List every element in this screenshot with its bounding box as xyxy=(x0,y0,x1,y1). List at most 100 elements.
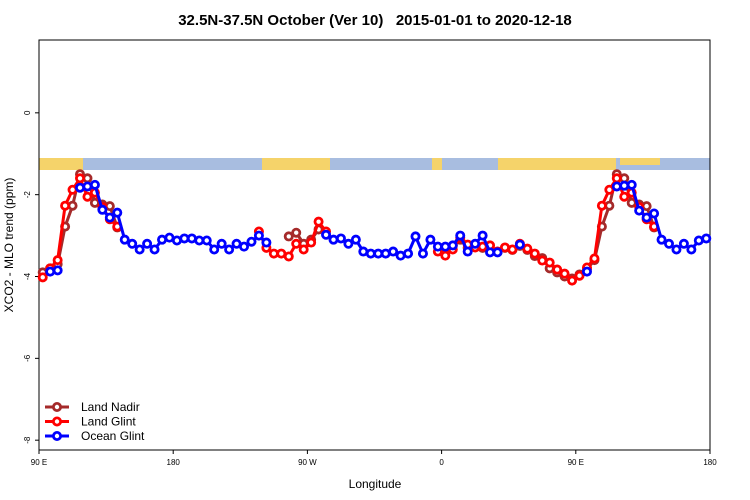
data-point xyxy=(388,246,399,257)
data-point xyxy=(112,207,123,218)
data-point xyxy=(224,244,235,255)
data-point xyxy=(60,200,71,211)
data-point xyxy=(611,181,622,192)
data-point xyxy=(447,240,458,251)
data-point xyxy=(127,238,138,249)
data-point xyxy=(261,237,272,248)
data-point xyxy=(440,241,451,252)
data-point xyxy=(470,238,481,249)
data-point xyxy=(686,244,697,255)
y-tick-label: -2 xyxy=(23,191,32,199)
data-point xyxy=(82,191,93,202)
data-point xyxy=(283,251,294,262)
data-point xyxy=(611,173,622,184)
x-axis-label: Longitude xyxy=(349,477,402,491)
data-point xyxy=(626,179,637,190)
data-point xyxy=(529,248,540,259)
data-point xyxy=(417,248,428,259)
data-point xyxy=(253,230,264,241)
data-point xyxy=(97,204,108,215)
x-tick-label: 180 xyxy=(703,458,717,467)
data-point xyxy=(410,231,421,242)
data-point xyxy=(119,234,130,245)
data-point xyxy=(246,236,257,247)
data-point xyxy=(37,272,48,283)
y-tick-label: -4 xyxy=(23,272,32,280)
data-point xyxy=(52,265,63,276)
data-point xyxy=(604,184,615,195)
legend-label: Ocean Glint xyxy=(81,429,145,443)
data-point xyxy=(335,233,346,244)
data-point xyxy=(142,238,153,249)
data-point xyxy=(216,238,227,249)
data-point xyxy=(104,212,115,223)
data-point xyxy=(298,244,309,255)
data-point xyxy=(321,229,332,240)
data-point xyxy=(574,270,585,281)
data-point xyxy=(678,238,689,249)
data-point xyxy=(291,238,302,249)
data-point xyxy=(104,201,115,212)
data-point xyxy=(134,244,145,255)
legend-label: Land Glint xyxy=(81,415,136,429)
legend-marker xyxy=(52,401,63,412)
data-point xyxy=(313,216,324,227)
data-point xyxy=(82,181,93,192)
data-point xyxy=(350,234,361,245)
data-point xyxy=(507,244,518,255)
data-point xyxy=(239,241,250,252)
y-tick-label: -6 xyxy=(23,354,32,362)
y-tick-label: -8 xyxy=(23,436,32,444)
x-tick-label: 90 E xyxy=(31,458,47,467)
data-point xyxy=(306,237,317,248)
plot-frame xyxy=(38,39,711,451)
legend-label: Land Nadir xyxy=(81,400,140,414)
data-point xyxy=(75,182,86,193)
data-point xyxy=(552,264,563,275)
data-point xyxy=(89,179,100,190)
data-point xyxy=(462,246,473,257)
data-point xyxy=(283,231,294,242)
legend-marker xyxy=(52,416,63,427)
data-point xyxy=(343,238,354,249)
x-tick-label: 90 W xyxy=(298,458,317,467)
chart-title: 32.5N-37.5N October (Ver 10) 2015-01-01 … xyxy=(178,12,572,29)
data-point xyxy=(567,275,578,286)
data-point xyxy=(477,230,488,241)
data-point xyxy=(209,244,220,255)
data-point xyxy=(544,257,555,268)
data-point xyxy=(425,234,436,245)
series-line xyxy=(41,175,656,283)
data-point xyxy=(589,253,600,264)
data-point xyxy=(701,233,712,244)
data-point xyxy=(52,255,63,266)
x-tick-label: 0 xyxy=(439,458,444,467)
data-point xyxy=(641,201,652,212)
data-point xyxy=(75,173,86,184)
y-tick-label: 0 xyxy=(23,110,32,115)
y-axis-label: XCO2 - MLO trend (ppm) xyxy=(2,178,16,313)
data-point xyxy=(559,268,570,279)
data-point xyxy=(149,244,160,255)
data-point xyxy=(641,212,652,223)
data-point xyxy=(403,248,414,259)
data-point xyxy=(522,243,533,254)
data-point xyxy=(514,239,525,250)
data-point xyxy=(291,227,302,238)
legend-marker xyxy=(52,430,63,441)
data-point xyxy=(656,234,667,245)
series-line xyxy=(42,171,656,281)
data-point xyxy=(328,234,339,245)
data-point xyxy=(581,266,592,277)
data-point xyxy=(619,191,630,202)
data-point xyxy=(45,266,56,277)
data-point xyxy=(649,208,660,219)
data-point xyxy=(440,250,451,261)
land-ocean-strip xyxy=(39,158,710,170)
data-point xyxy=(201,235,212,246)
data-point xyxy=(455,230,466,241)
data-point xyxy=(492,247,503,258)
x-tick-label: 90 E xyxy=(568,458,584,467)
data-point xyxy=(671,244,682,255)
